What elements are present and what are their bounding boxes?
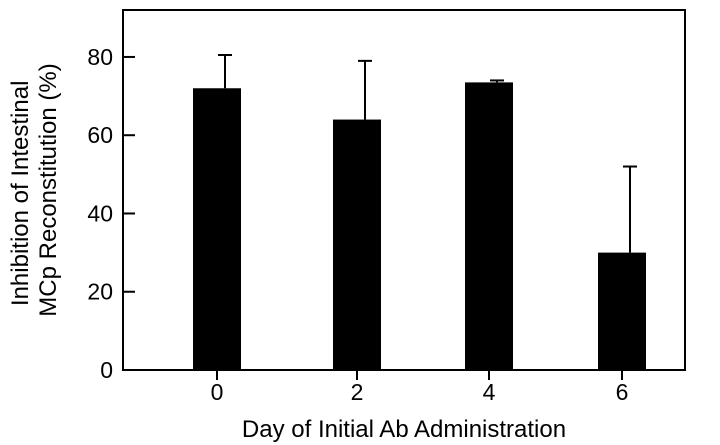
x-tick-label-2: 2 bbox=[351, 379, 364, 405]
bar-day-2 bbox=[333, 119, 381, 370]
y-tick-label-20: 20 bbox=[87, 279, 113, 305]
bar-day-4 bbox=[465, 82, 513, 371]
y-tick-label-80: 80 bbox=[87, 44, 113, 70]
y-tick-label-0: 0 bbox=[100, 357, 113, 383]
y-axis-title-line-2: MCp Reconstitution (%) bbox=[35, 63, 62, 316]
x-axis-title: Day of Initial Ab Administration bbox=[242, 416, 566, 443]
x-tick-label-4: 4 bbox=[483, 379, 496, 405]
plot-frame bbox=[122, 9, 686, 371]
y-axis-title: Inhibition of Intestinal MCp Reconstitut… bbox=[7, 63, 62, 316]
bar-day-6 bbox=[598, 252, 646, 370]
x-tick-label-0: 0 bbox=[211, 379, 224, 405]
y-axis-title-line-1: Inhibition of Intestinal bbox=[7, 81, 34, 306]
x-tick-label-6: 6 bbox=[616, 379, 629, 405]
bars-group bbox=[193, 54, 646, 371]
y-tick-label-40: 40 bbox=[87, 200, 113, 226]
x-axis-ticks: 0 2 4 6 bbox=[211, 370, 629, 405]
y-axis-ticks: 0 20 40 60 80 bbox=[87, 44, 135, 383]
bar-day-0 bbox=[193, 88, 241, 371]
y-tick-label-60: 60 bbox=[87, 122, 113, 148]
